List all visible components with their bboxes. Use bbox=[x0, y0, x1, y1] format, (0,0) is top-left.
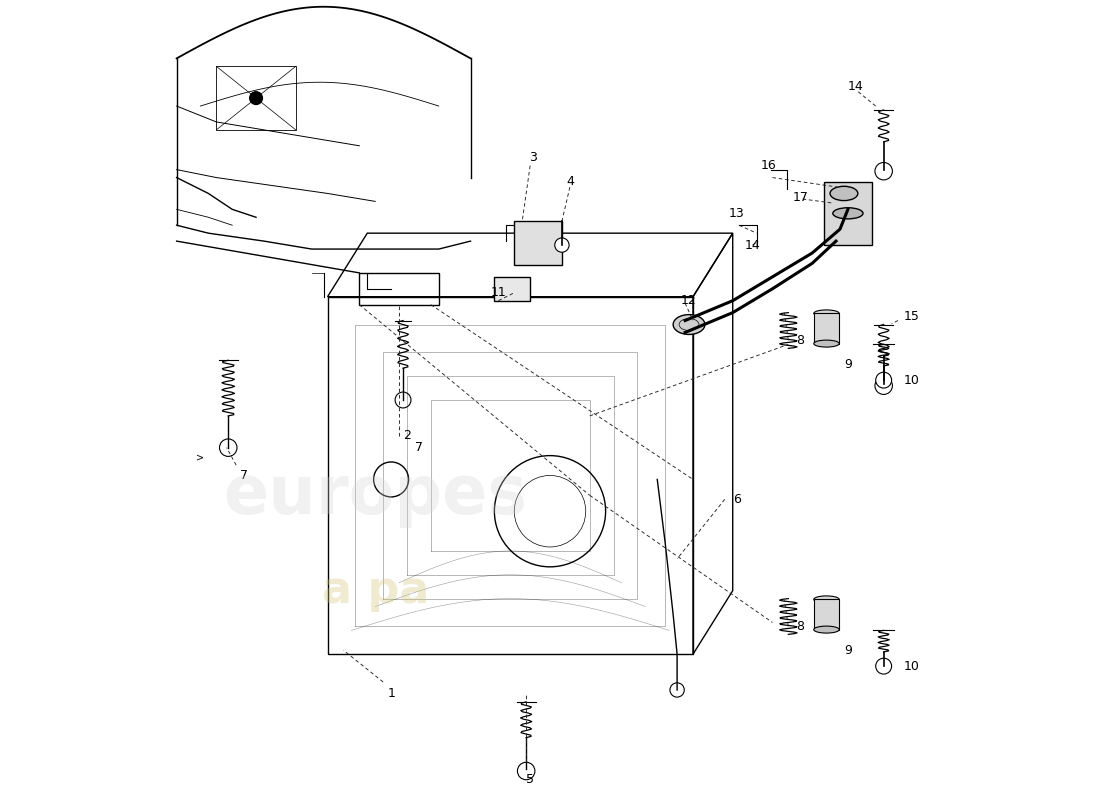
Polygon shape bbox=[824, 182, 872, 245]
Text: 7: 7 bbox=[240, 469, 249, 482]
Ellipse shape bbox=[673, 314, 705, 334]
Text: 10: 10 bbox=[903, 660, 920, 673]
Text: 10: 10 bbox=[903, 374, 920, 386]
Bar bbox=[814, 599, 839, 630]
Circle shape bbox=[220, 439, 236, 457]
Bar bbox=[814, 314, 839, 343]
Text: 13: 13 bbox=[729, 207, 745, 220]
Circle shape bbox=[554, 238, 569, 252]
Text: 14: 14 bbox=[848, 80, 864, 93]
Text: 15: 15 bbox=[903, 310, 920, 323]
Text: a pa: a pa bbox=[321, 569, 429, 612]
Text: 9: 9 bbox=[844, 644, 851, 657]
Circle shape bbox=[670, 683, 684, 697]
Text: 5: 5 bbox=[526, 774, 535, 786]
Ellipse shape bbox=[814, 310, 839, 317]
Text: 16: 16 bbox=[760, 159, 777, 172]
Text: 17: 17 bbox=[792, 191, 808, 204]
Text: >: > bbox=[197, 453, 205, 463]
Circle shape bbox=[250, 92, 263, 105]
Ellipse shape bbox=[830, 186, 858, 201]
Polygon shape bbox=[515, 222, 562, 265]
Circle shape bbox=[876, 372, 892, 388]
Polygon shape bbox=[494, 277, 530, 301]
Text: 8: 8 bbox=[796, 334, 804, 347]
Text: 1: 1 bbox=[387, 687, 395, 701]
Text: 7: 7 bbox=[415, 441, 422, 454]
Text: 11: 11 bbox=[491, 286, 506, 299]
Text: 2: 2 bbox=[403, 430, 411, 442]
Circle shape bbox=[876, 658, 892, 674]
Circle shape bbox=[517, 762, 535, 780]
Circle shape bbox=[395, 392, 411, 408]
Circle shape bbox=[874, 377, 892, 394]
Ellipse shape bbox=[833, 208, 864, 219]
Text: 3: 3 bbox=[529, 151, 537, 164]
Text: 9: 9 bbox=[844, 358, 851, 370]
Text: 12: 12 bbox=[681, 294, 697, 307]
Text: 6: 6 bbox=[733, 493, 740, 506]
Text: europes: europes bbox=[223, 462, 527, 528]
Ellipse shape bbox=[814, 626, 839, 633]
Ellipse shape bbox=[814, 596, 839, 603]
Circle shape bbox=[874, 162, 892, 180]
Text: 8: 8 bbox=[796, 620, 804, 633]
Text: 4: 4 bbox=[565, 175, 574, 188]
Text: 14: 14 bbox=[745, 238, 760, 251]
Ellipse shape bbox=[814, 340, 839, 347]
